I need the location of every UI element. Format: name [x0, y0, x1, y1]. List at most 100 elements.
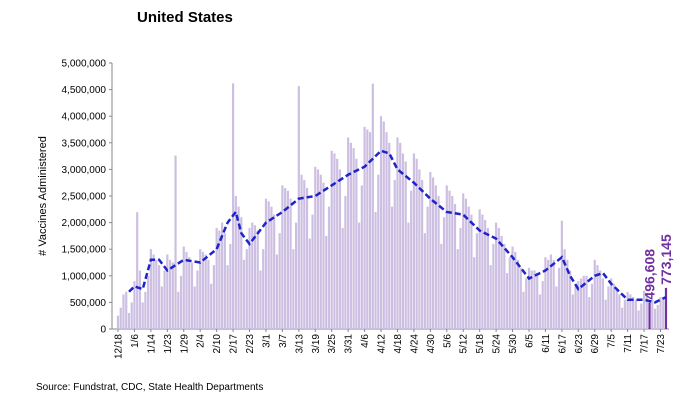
x-tick-label: 6/11	[541, 334, 552, 353]
bar	[149, 249, 152, 329]
bar	[336, 158, 339, 329]
bar	[163, 270, 166, 329]
bar	[264, 198, 268, 329]
x-tick-label: 2/10	[212, 334, 223, 354]
x-tick-label: 7/11	[623, 334, 634, 353]
bar	[634, 299, 637, 329]
bar	[308, 238, 311, 329]
bar	[130, 302, 133, 329]
bar	[393, 180, 396, 329]
bar	[530, 270, 533, 329]
bar	[325, 235, 328, 329]
bar	[525, 278, 528, 329]
bar	[253, 225, 257, 329]
bar	[300, 174, 303, 329]
moving-average-line	[128, 149, 667, 304]
bar	[645, 292, 648, 329]
bar	[316, 169, 320, 329]
bar	[596, 265, 599, 329]
bar	[560, 220, 563, 329]
bar	[204, 254, 207, 329]
bar	[544, 257, 547, 329]
bar	[495, 222, 498, 329]
bar	[212, 265, 215, 329]
bar	[229, 243, 232, 329]
bar	[155, 259, 158, 329]
x-tick-label: 12/18	[114, 334, 125, 359]
bar	[442, 217, 446, 329]
bar	[593, 259, 596, 329]
bar	[541, 281, 544, 329]
bar	[621, 307, 624, 329]
bar	[462, 193, 465, 329]
bar	[237, 206, 240, 329]
bar	[629, 294, 632, 329]
bar	[585, 275, 588, 329]
bar	[327, 206, 331, 329]
bar	[352, 148, 355, 329]
bar	[464, 198, 468, 329]
bar	[582, 275, 585, 329]
bar	[215, 227, 218, 329]
x-tick-label: 3/7	[278, 334, 289, 348]
bar	[404, 161, 407, 329]
bar	[171, 262, 174, 329]
bar	[385, 132, 388, 329]
bar	[234, 196, 237, 329]
bar	[653, 308, 657, 329]
x-tick-label: 5/24	[492, 334, 503, 354]
bar	[144, 291, 147, 329]
bar	[273, 214, 276, 329]
bar	[322, 182, 325, 329]
bar	[152, 254, 155, 329]
x-tick-label: 5/18	[475, 334, 486, 354]
bar	[141, 302, 144, 329]
chart-title: United States	[137, 9, 233, 26]
bar	[599, 270, 602, 329]
bar	[168, 259, 172, 329]
bar	[179, 275, 183, 329]
x-tick-label: 2/4	[196, 334, 207, 348]
bar	[664, 287, 668, 329]
bar	[374, 211, 377, 329]
bar	[314, 166, 317, 329]
bar	[429, 172, 432, 329]
y-tick-label: 4,000,000	[62, 112, 107, 123]
x-tick-label: 6/17	[557, 334, 568, 354]
bar	[158, 265, 161, 329]
bar	[568, 270, 572, 329]
bar	[410, 190, 413, 329]
bar	[459, 227, 462, 329]
bar	[344, 196, 347, 329]
bar	[182, 246, 185, 329]
bar	[475, 233, 479, 329]
x-tick-label: 5/6	[442, 334, 453, 348]
bar	[481, 214, 484, 329]
bar	[662, 299, 665, 329]
bar	[289, 198, 292, 329]
bar	[467, 206, 470, 329]
bar	[612, 283, 616, 329]
data-label: 496,608	[642, 249, 658, 300]
bar	[426, 206, 429, 329]
bar	[270, 206, 273, 329]
y-tick-label: 3,500,000	[62, 138, 107, 149]
x-tick-label: 6/29	[590, 334, 601, 354]
bar	[240, 217, 243, 329]
bar	[623, 299, 626, 329]
bar	[508, 257, 511, 329]
bar	[555, 286, 558, 329]
bar	[516, 259, 520, 329]
bar	[122, 294, 125, 329]
bar	[610, 278, 613, 329]
bar	[281, 185, 284, 329]
bar	[199, 249, 202, 329]
bar	[330, 150, 333, 329]
bar	[601, 278, 605, 329]
bar	[379, 116, 383, 329]
bar	[382, 121, 385, 330]
y-tick-label: 3,000,000	[62, 165, 107, 176]
bar	[368, 132, 372, 329]
bar	[407, 222, 410, 329]
